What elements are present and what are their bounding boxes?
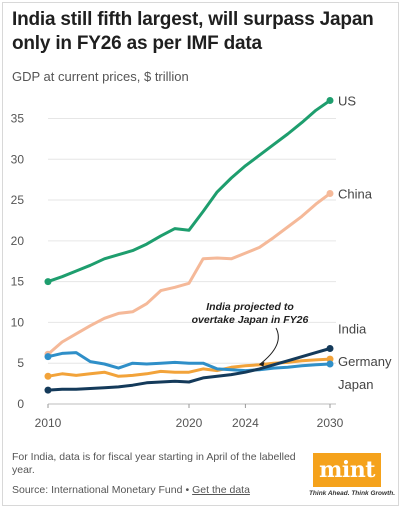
series-start-point-germany [44, 372, 52, 380]
series-start-point-india [44, 386, 52, 394]
series-end-point-japan [326, 360, 334, 368]
series-end-point-china [326, 190, 334, 198]
annotation-text-line2: overtake Japan in FY26 [192, 314, 309, 326]
chart-title: India still fifth largest, will surpass … [12, 9, 374, 54]
annotation-arrow [259, 327, 279, 365]
x-tick-label: 2020 [176, 416, 203, 430]
x-axis-ticks: 2010 2020 2024 2030 [35, 404, 344, 430]
annotation-arrowhead [259, 361, 265, 367]
series-end-point-india [326, 345, 334, 353]
series-label-india: India [338, 322, 367, 337]
y-tick-label: 0 [17, 397, 24, 411]
y-tick-label: 20 [11, 234, 25, 248]
series-line-india [46, 347, 332, 392]
chart-subtitle: GDP at current prices, $ trillion [12, 69, 189, 84]
series-start-point-japan [44, 353, 52, 361]
series-line-us [46, 99, 332, 284]
mint-logo: mint [313, 453, 381, 487]
x-tick-label: 2030 [317, 416, 344, 430]
series-end-point-us [326, 97, 334, 105]
y-tick-label: 30 [11, 152, 25, 166]
series-start-point-us [44, 278, 52, 286]
y-tick-label: 10 [11, 315, 25, 329]
line-chart: 0 5 10 15 20 25 30 35 2010 2020 2024 2030 US China I… [11, 94, 392, 430]
series-label-germany: Germany [338, 354, 392, 369]
y-tick-label: 5 [17, 356, 24, 370]
y-tick-label: 35 [11, 111, 25, 125]
series-end-point-germany [326, 355, 334, 363]
series-lines [44, 97, 334, 394]
y-tick-label: 25 [11, 193, 25, 207]
footnote: For India, data is for fiscal year start… [12, 451, 296, 476]
series-line-china [46, 192, 332, 356]
x-tick-label: 2024 [232, 416, 259, 430]
y-tick-label: 15 [11, 275, 25, 289]
x-tick-label: 2010 [35, 416, 62, 430]
series-labels: US China India Germany Japan [338, 94, 392, 392]
series-label-us: US [338, 94, 356, 109]
get-data-link[interactable]: Get the data [192, 484, 250, 496]
series-label-japan: Japan [338, 377, 373, 392]
logo-text: mint [319, 457, 375, 483]
source-text: Source: International Monetary Fund [12, 484, 183, 496]
source-separator: • [185, 484, 190, 496]
source-line: Source: International Monetary Fund • Get … [12, 484, 250, 496]
brand-tagline: Think Ahead. Think Growth. [308, 490, 396, 497]
y-axis-ticks: 0 5 10 15 20 25 30 35 [11, 111, 25, 411]
annotation-text-line1: India projected to [206, 301, 294, 313]
series-label-china: China [338, 187, 373, 202]
chart-card [2, 2, 399, 506]
series-line-japan [46, 351, 332, 373]
